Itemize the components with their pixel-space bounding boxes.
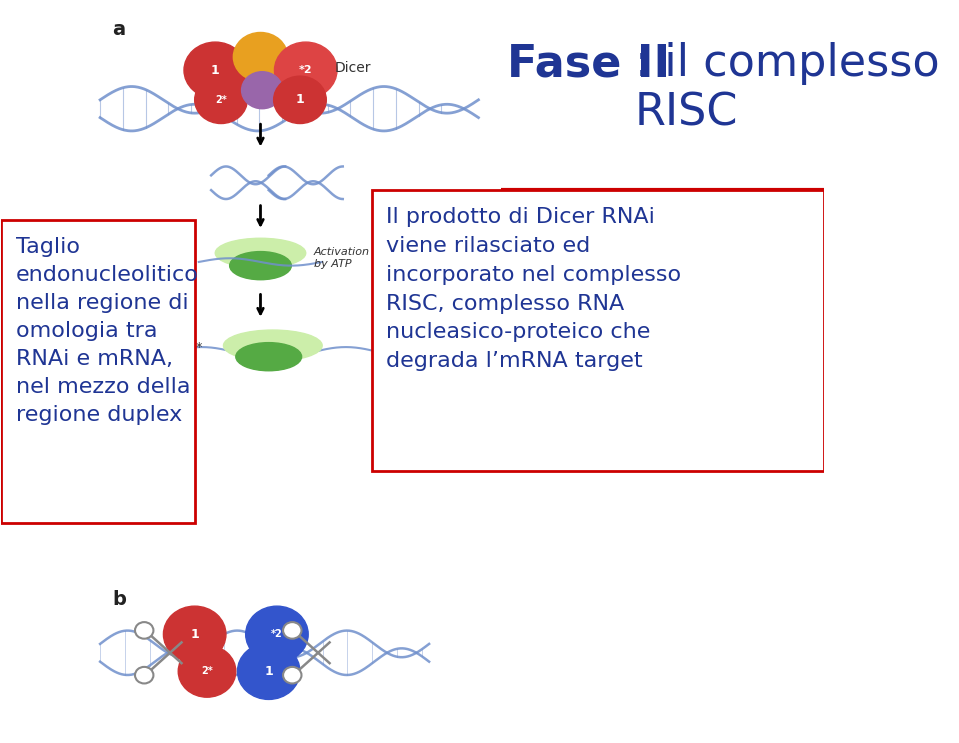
Text: 1: 1 bbox=[190, 628, 199, 640]
Circle shape bbox=[238, 643, 300, 699]
Text: m7G: m7G bbox=[132, 343, 162, 356]
Circle shape bbox=[242, 72, 283, 108]
Ellipse shape bbox=[236, 343, 302, 371]
Ellipse shape bbox=[229, 252, 292, 279]
Text: Fase II: Fase II bbox=[507, 42, 670, 85]
Text: a: a bbox=[112, 20, 126, 39]
Text: 1: 1 bbox=[211, 64, 220, 77]
Text: RISC: RISC bbox=[137, 248, 166, 261]
Text: Taglio
endonucleolitico
nella regione di
omologia tra
RNAi e mRNA,
nel mezzo del: Taglio endonucleolitico nella regione di… bbox=[16, 237, 199, 425]
Circle shape bbox=[233, 33, 288, 81]
Text: 1: 1 bbox=[265, 665, 273, 678]
Circle shape bbox=[178, 646, 236, 697]
Text: 2*: 2* bbox=[201, 666, 213, 676]
Text: : il complesso
RISC: : il complesso RISC bbox=[635, 42, 940, 135]
Text: Target mRNA
substrate: Target mRNA substrate bbox=[412, 386, 485, 408]
Circle shape bbox=[273, 76, 326, 123]
Circle shape bbox=[283, 667, 301, 684]
Text: Activation
by ATP: Activation by ATP bbox=[314, 247, 370, 269]
Circle shape bbox=[195, 76, 247, 123]
Circle shape bbox=[246, 606, 308, 663]
Text: *2: *2 bbox=[271, 629, 283, 639]
Text: AAAAAAA: AAAAAAA bbox=[475, 344, 529, 354]
Text: *2: *2 bbox=[299, 65, 313, 75]
Text: Dicer: Dicer bbox=[335, 61, 371, 75]
Circle shape bbox=[135, 667, 153, 684]
Circle shape bbox=[283, 622, 301, 639]
Ellipse shape bbox=[215, 239, 306, 268]
Ellipse shape bbox=[223, 330, 322, 361]
Circle shape bbox=[274, 42, 337, 98]
FancyBboxPatch shape bbox=[1, 220, 195, 523]
Circle shape bbox=[163, 606, 226, 663]
Text: RISC*: RISC* bbox=[168, 340, 203, 354]
FancyBboxPatch shape bbox=[371, 190, 824, 471]
Text: b: b bbox=[112, 590, 127, 609]
Text: 1: 1 bbox=[295, 94, 304, 106]
Circle shape bbox=[184, 42, 246, 98]
Text: 2*: 2* bbox=[215, 95, 227, 105]
Text: Il prodotto di Dicer RNAi
viene rilasciato ed
incorporato nel complesso
RISC, co: Il prodotto di Dicer RNAi viene rilascia… bbox=[386, 207, 682, 372]
Circle shape bbox=[135, 622, 153, 639]
